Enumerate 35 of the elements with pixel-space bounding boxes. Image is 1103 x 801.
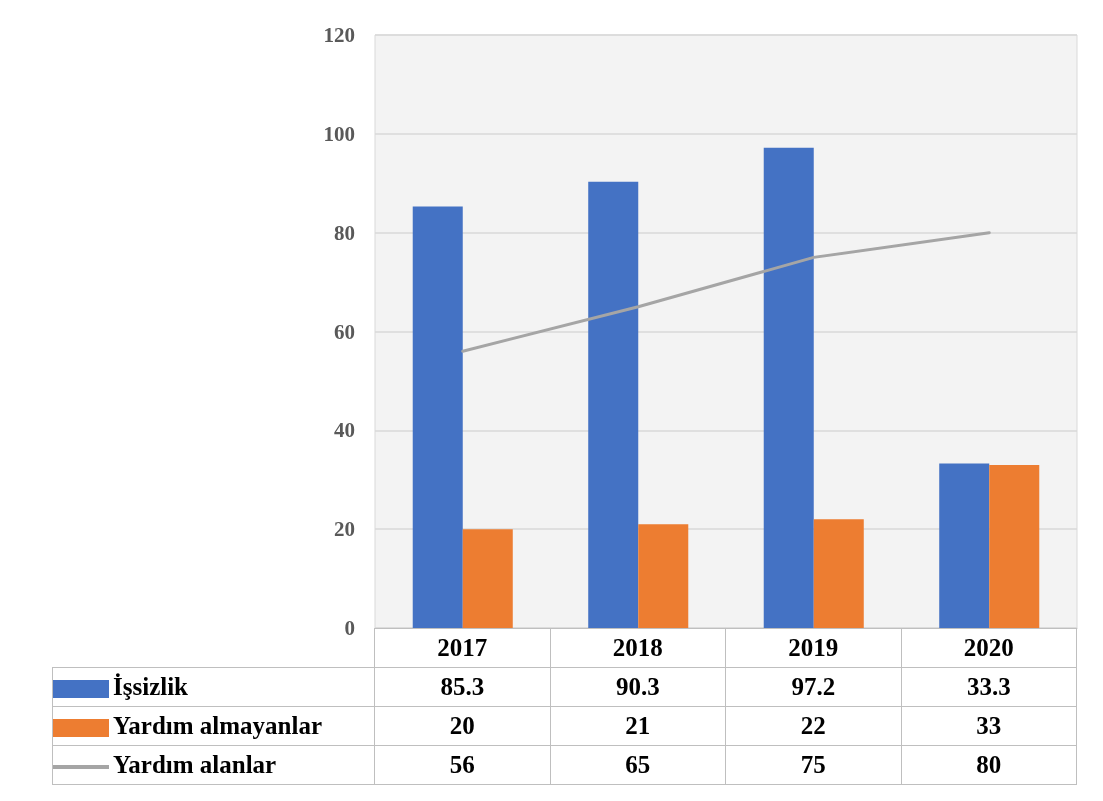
data-label: 80 [901, 745, 1077, 785]
y-tick-label: 60 [334, 319, 355, 344]
data-label: 90.3 [550, 667, 726, 707]
bar [989, 464, 1040, 628]
y-tick-label: 20 [334, 517, 355, 542]
data-label: 56 [374, 745, 550, 785]
x-tick-label: 2018 [550, 628, 726, 668]
line-series [461, 231, 991, 353]
legend-label: Yardım alanlar [52, 745, 375, 785]
x-tick-label: 2020 [901, 628, 1077, 668]
data-label: 33 [901, 706, 1077, 746]
y-tick-label: 80 [334, 220, 355, 245]
bar [813, 519, 864, 628]
x-tick-label: 2017 [374, 628, 550, 668]
bar [462, 529, 513, 628]
y-tick-label: 40 [334, 418, 355, 443]
data-label: 65 [550, 745, 726, 785]
y-tick-label: 100 [323, 121, 355, 146]
y-tick-label: 0 [344, 616, 355, 640]
y-tick-label: 120 [323, 23, 355, 47]
data-label: 75 [725, 745, 901, 785]
legend-label: Yardım almayanlar [52, 706, 375, 746]
data-label: 21 [550, 706, 726, 746]
bar [939, 463, 990, 628]
bar [412, 206, 463, 628]
bar [763, 147, 814, 628]
x-tick-label: 2019 [725, 628, 901, 668]
data-label: 97.2 [725, 667, 901, 707]
data-label: 22 [725, 706, 901, 746]
bar [588, 181, 639, 628]
data-label: 85.3 [374, 667, 550, 707]
data-label: 20 [374, 706, 550, 746]
legend-label: İşsizlik [52, 667, 375, 707]
bar [638, 524, 689, 628]
data-label: 33.3 [901, 667, 1077, 707]
